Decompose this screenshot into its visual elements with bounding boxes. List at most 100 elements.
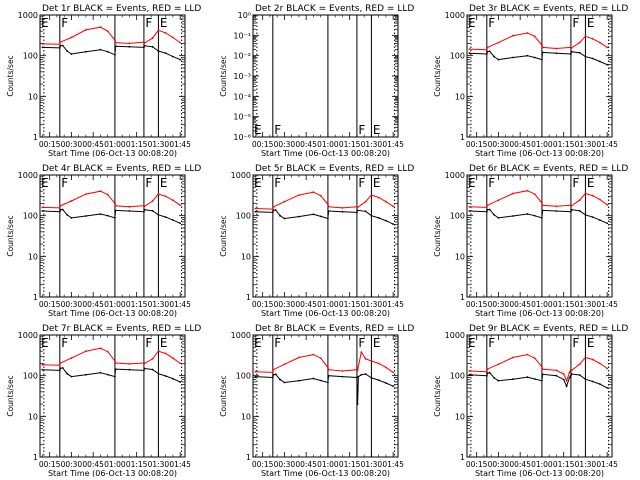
data-point <box>172 199 174 202</box>
y-axis-label: Counts/sec <box>6 55 15 96</box>
flag-label: F <box>572 16 579 30</box>
data-point <box>283 200 286 203</box>
data-point <box>143 42 146 44</box>
data-point <box>468 48 471 50</box>
data-point <box>468 370 471 372</box>
data-point <box>327 368 330 371</box>
series-line-red <box>255 350 394 373</box>
series-line-black <box>469 50 608 66</box>
data-point <box>85 193 87 196</box>
data-point <box>70 357 73 359</box>
data-point <box>568 371 571 374</box>
data-point <box>143 367 146 370</box>
data-point <box>555 52 558 55</box>
data-point <box>512 56 514 59</box>
data-point <box>357 375 360 378</box>
flag-label: E <box>587 336 595 350</box>
data-point <box>128 45 131 48</box>
data-point <box>578 41 581 44</box>
x-tick-label: 01:00 <box>104 300 126 309</box>
data-point <box>555 369 558 372</box>
data-point <box>591 380 594 383</box>
x-tick-label: 00:30 <box>488 460 510 469</box>
x-tick-label: 01:30 <box>148 300 170 309</box>
x-tick-label: 01:45 <box>596 300 618 309</box>
data-point <box>41 43 44 45</box>
y-tick-label: 1000 <box>231 171 251 180</box>
data-point <box>584 356 587 359</box>
data-point <box>99 26 102 29</box>
plot-frame <box>466 334 613 458</box>
data-point <box>568 376 571 379</box>
data-point <box>541 368 544 370</box>
data-point <box>66 50 68 52</box>
data-point <box>555 210 558 212</box>
series-line-black <box>469 208 608 224</box>
panel-title: Det 1r BLACK = Events, RED = LLD <box>42 4 201 14</box>
y-tick-label: 10⁻³ <box>233 72 251 81</box>
data-point <box>272 373 275 376</box>
data-point <box>599 219 601 222</box>
data-point <box>272 368 275 371</box>
x-tick-label: 00:30 <box>488 300 510 309</box>
flag-label: E <box>160 176 168 190</box>
data-point <box>541 217 543 219</box>
data-point <box>70 36 73 39</box>
data-point <box>578 209 581 212</box>
data-point <box>570 204 573 207</box>
y-tick-label: 10⁻⁶ <box>233 133 251 142</box>
x-tick-label: 01:45 <box>382 140 404 149</box>
y-tick-label: 1 <box>246 453 251 462</box>
data-point <box>85 350 87 353</box>
data-point <box>85 215 87 217</box>
flag-label: E <box>254 123 262 137</box>
data-point <box>493 213 495 216</box>
y-tick-label: 1000 <box>231 331 251 340</box>
flag-label: E <box>41 176 49 190</box>
x-tick-label: 00:45 <box>82 140 104 149</box>
data-point <box>106 373 109 376</box>
data-point <box>541 373 544 376</box>
data-point <box>570 53 572 55</box>
x-tick-label: 01:00 <box>531 460 553 469</box>
data-point <box>497 58 500 61</box>
y-tick-label: 1000 <box>18 331 38 340</box>
data-point <box>106 193 109 196</box>
panel-6: Det 6r BLACK = Events, RED = LLD 1 10 100 10… <box>433 164 628 318</box>
panel-title: Det 5r BLACK = Events, RED = LLD <box>255 164 414 174</box>
y-tick-label: 10⁻⁴ <box>233 92 251 101</box>
data-point <box>570 373 573 375</box>
data-point <box>151 209 154 212</box>
data-point <box>327 366 329 369</box>
data-point <box>114 202 116 205</box>
data-point <box>274 209 277 211</box>
data-point <box>591 57 594 60</box>
data-point <box>468 52 471 55</box>
flag-label: E <box>41 336 49 350</box>
data-point <box>128 205 131 208</box>
y-tick-label: 100 <box>450 212 465 221</box>
y-axis-label: Counts/sec <box>219 375 228 416</box>
data-point <box>151 200 154 202</box>
panel-title: Det 4r BLACK = Events, RED = LLD <box>42 164 201 174</box>
x-tick-label: 01:45 <box>382 460 404 469</box>
y-axis-label: Counts/sec <box>219 55 228 96</box>
panel-title: Det 7r BLACK = Events, RED = LLD <box>42 324 201 334</box>
data-point <box>254 210 257 213</box>
data-point <box>164 352 167 355</box>
data-point <box>58 364 61 367</box>
series-line-red <box>469 190 608 208</box>
data-point <box>541 379 543 382</box>
flag-label: F <box>488 336 495 350</box>
data-point <box>497 379 500 382</box>
data-point <box>179 381 182 383</box>
x-axis-label: Start Time (06-Oct-13 00:08:20) <box>261 469 390 478</box>
data-point <box>606 222 609 225</box>
data-point <box>157 193 160 196</box>
panel-title: Det 6r BLACK = Events, RED = LLD <box>469 164 628 174</box>
x-axis-label: Start Time (06-Oct-13 00:08:20) <box>48 309 177 318</box>
data-point <box>356 211 358 214</box>
data-point <box>341 210 344 213</box>
x-axis-label: Start Time (06-Oct-13 00:08:20) <box>261 309 390 318</box>
data-point <box>59 41 62 43</box>
